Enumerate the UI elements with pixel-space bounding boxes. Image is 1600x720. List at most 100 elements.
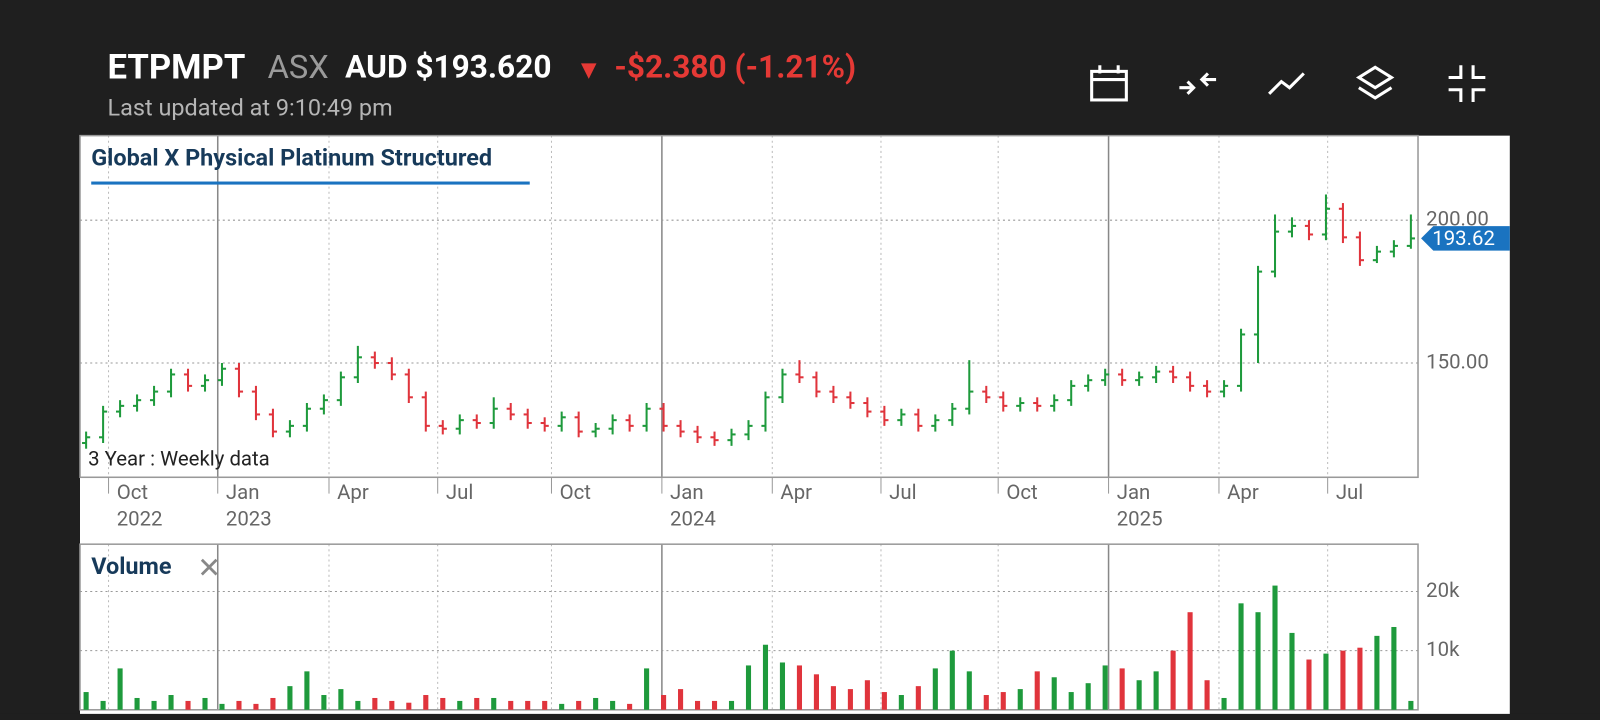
volume-bar [1391,626,1397,710]
volume-bar [1289,632,1295,710]
exit-fullscreen-icon[interactable] [1448,65,1486,102]
x-tick-year: 2025 [1117,507,1163,531]
volume-bar [796,665,803,710]
volume-bar [1136,680,1142,710]
volume-bar [1408,700,1414,710]
volume-bar [694,700,701,710]
volume-bar [457,700,463,710]
y-tick-label: 150.00 [1426,349,1489,373]
volume-bar [1187,612,1193,710]
volume-bar [661,695,667,710]
last-price-flag [1421,226,1510,251]
x-tick-label: Jul [1336,480,1363,504]
x-tick-label: Jan [670,480,704,504]
compare-icon[interactable] [1179,72,1217,95]
volume-bar [898,695,904,710]
volume-bar [932,668,938,710]
volume-bar [1000,692,1006,710]
volume-bar [966,671,972,710]
volume-bar [864,680,870,710]
panel-close[interactable]: ✕ [197,552,221,585]
volume-bar [508,700,514,710]
volume-bar [1119,668,1125,710]
x-tick-label: Oct [1006,480,1037,504]
x-tick-label: Jul [446,480,473,504]
volume-bar [304,671,310,710]
volume-bar [542,700,548,710]
x-tick-year: 2024 [670,507,716,531]
volume-bar [847,689,853,710]
volume-bar [321,695,327,710]
volume-bar [134,697,140,710]
volume-bar [813,674,819,710]
volume-bar [202,697,208,710]
volume-bar [474,697,480,710]
x-tick-year: 2022 [117,507,163,531]
x-tick-label: Apr [337,480,369,504]
volume-bar [236,700,242,710]
volume-bar [1034,671,1040,710]
volume-bar [559,703,565,710]
indicator-icon[interactable] [1268,72,1305,95]
volume-bar [576,700,582,710]
volume-bar [1357,647,1363,710]
calendar-icon[interactable] [1090,65,1128,102]
volume-bar [372,697,378,710]
last-price-label: 193.62 [1432,226,1495,250]
volume-bar [1238,603,1244,710]
x-tick-label: Oct [117,480,148,504]
volume-bar [627,703,633,710]
volume-bar [491,697,497,710]
last-updated: Last updated at 9:10:49 pm [108,93,393,121]
volume-bar [915,686,921,710]
x-tick-year: 2023 [226,507,272,531]
volume-bar [338,689,344,710]
price: AUD $193.620 [345,49,551,86]
volume-bar [1323,653,1329,710]
volume-bar [745,665,752,710]
volume-bar [100,700,106,710]
period-note: 3 Year : Weekly data [88,446,270,470]
volume-bar [1272,585,1278,710]
volume-bar [253,703,259,710]
change: -$2.380 (-1.21%) [614,49,856,86]
volume-bar [711,700,718,710]
volume-bar [287,686,293,710]
volume-bar [678,689,684,710]
volume-bar [610,700,616,710]
x-tick-label: Apr [1227,480,1259,504]
volume-bar [1374,635,1380,710]
change-arrow: ▼ [576,54,602,85]
volume-bar [219,703,225,710]
volume-bar [1153,671,1159,710]
y-tick-label: 20k [1426,578,1460,602]
volume-bar [1068,692,1074,710]
volume-bar [1017,689,1023,710]
volume-bar [423,695,429,710]
layers-icon[interactable] [1355,65,1395,100]
plot-frame [79,134,1419,479]
volume-bar [151,700,157,710]
exchange: ASX [268,48,329,86]
volume-bar [949,650,955,710]
volume-bar [83,692,89,710]
volume-bar [355,700,361,710]
volume-bar [1306,659,1312,710]
volume-bar [406,702,412,710]
x-tick-label: Jul [889,480,916,504]
x-tick-label: Apr [780,480,812,504]
volume-bar [1340,650,1346,710]
volume-bar [185,700,191,710]
volume-bar [779,662,786,710]
chart-area [80,135,1510,720]
volume-bar [168,695,174,710]
volume-bar [1102,665,1108,710]
volume-bar [1170,650,1176,710]
volume-bar [525,700,531,710]
volume-bar [728,700,735,710]
volume-bar [1051,677,1057,710]
volume-bar [762,644,769,710]
